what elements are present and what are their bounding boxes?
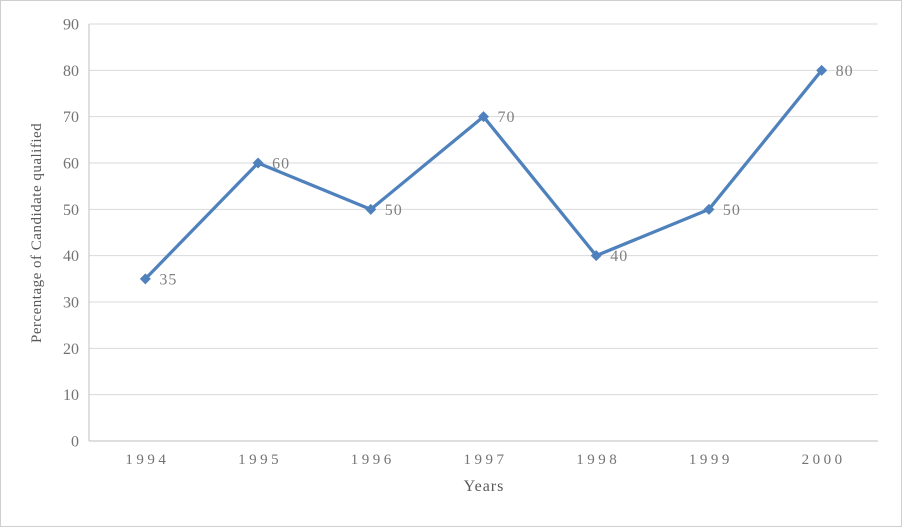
- x-tick-label: 1996: [351, 452, 395, 468]
- x-tick-label: 1994: [125, 452, 169, 468]
- y-tick-label: 60: [63, 156, 79, 173]
- data-point-marker-1996: [365, 203, 377, 215]
- y-axis-title: Percentage of Candidate qualified: [29, 122, 45, 343]
- x-tick-label: 1999: [689, 452, 733, 468]
- series-line: [143, 68, 824, 281]
- y-tick-label: 90: [63, 17, 79, 34]
- data-label-1996: 50: [385, 202, 403, 219]
- data-label-1999: 50: [723, 202, 741, 219]
- y-tick-label: 50: [63, 202, 79, 219]
- x-axis-title: Years: [463, 478, 505, 495]
- data-label-2000: 80: [836, 63, 854, 80]
- data-label-1995: 60: [272, 156, 290, 173]
- data-label-1994: 35: [159, 271, 177, 288]
- data-point-marker-2000: [816, 64, 828, 76]
- data-point-marker-1998: [590, 250, 602, 262]
- data-label-1997: 70: [498, 109, 516, 126]
- x-tick-label: 1995: [238, 452, 282, 468]
- y-tick-label: 80: [63, 63, 79, 80]
- data-point-marker-1995: [252, 157, 264, 169]
- y-tick-label: 20: [63, 341, 79, 358]
- y-tick-label: 70: [63, 109, 79, 126]
- data-label-1998: 40: [610, 248, 628, 265]
- data-point-marker-1999: [703, 203, 715, 215]
- y-tick-label: 30: [63, 295, 79, 312]
- x-tick-label: 2000: [802, 452, 846, 468]
- y-tick-label: 0: [71, 434, 79, 451]
- x-tick-label: 1997: [464, 452, 508, 468]
- x-tick-label: 1998: [576, 452, 620, 468]
- y-tick-label: 10: [63, 387, 79, 404]
- data-point-marker-1994: [139, 273, 151, 285]
- data-point-marker-1997: [478, 111, 489, 123]
- y-tick-label: 40: [63, 248, 79, 265]
